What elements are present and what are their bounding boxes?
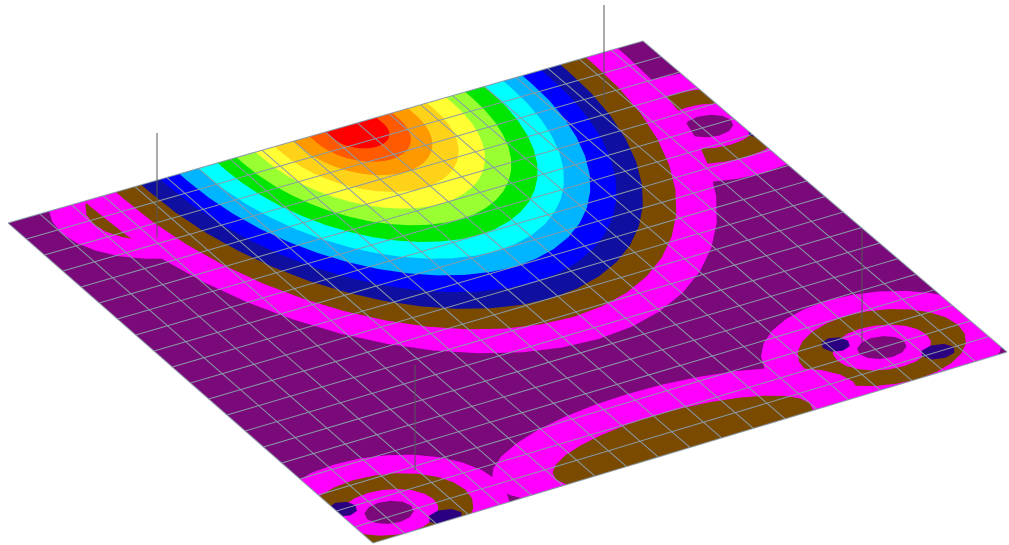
grid-line-v xyxy=(354,335,989,528)
grid-line-v xyxy=(336,320,971,512)
grid-line-v xyxy=(208,211,844,400)
grid-line-v xyxy=(99,118,735,304)
grid-line-v xyxy=(263,258,898,448)
grid-line-v xyxy=(135,149,771,336)
grid-line-v xyxy=(245,242,880,432)
grid-line-v xyxy=(62,87,698,272)
contour-fill-layer xyxy=(8,41,1007,543)
grid-line-v xyxy=(172,180,807,368)
grid-line-v xyxy=(318,304,953,496)
grid-line-v xyxy=(153,164,789,352)
grid-line-v xyxy=(80,102,716,288)
mesh-grid xyxy=(7,40,1008,544)
grid-line-v xyxy=(226,227,862,416)
grid-line-v xyxy=(299,289,935,480)
grid-line-v xyxy=(372,351,1008,544)
corner-cluster-bottom-right-spot-b xyxy=(821,337,850,352)
grid-line-v xyxy=(190,196,826,384)
grid-line-v xyxy=(281,273,917,464)
column-supports xyxy=(156,5,863,470)
corner-cluster-bottom-left-core xyxy=(364,500,414,524)
grid-line-v xyxy=(117,133,753,320)
grid-line-v xyxy=(44,71,680,256)
grid-line-v xyxy=(7,40,644,224)
grid-line-v xyxy=(26,56,662,240)
